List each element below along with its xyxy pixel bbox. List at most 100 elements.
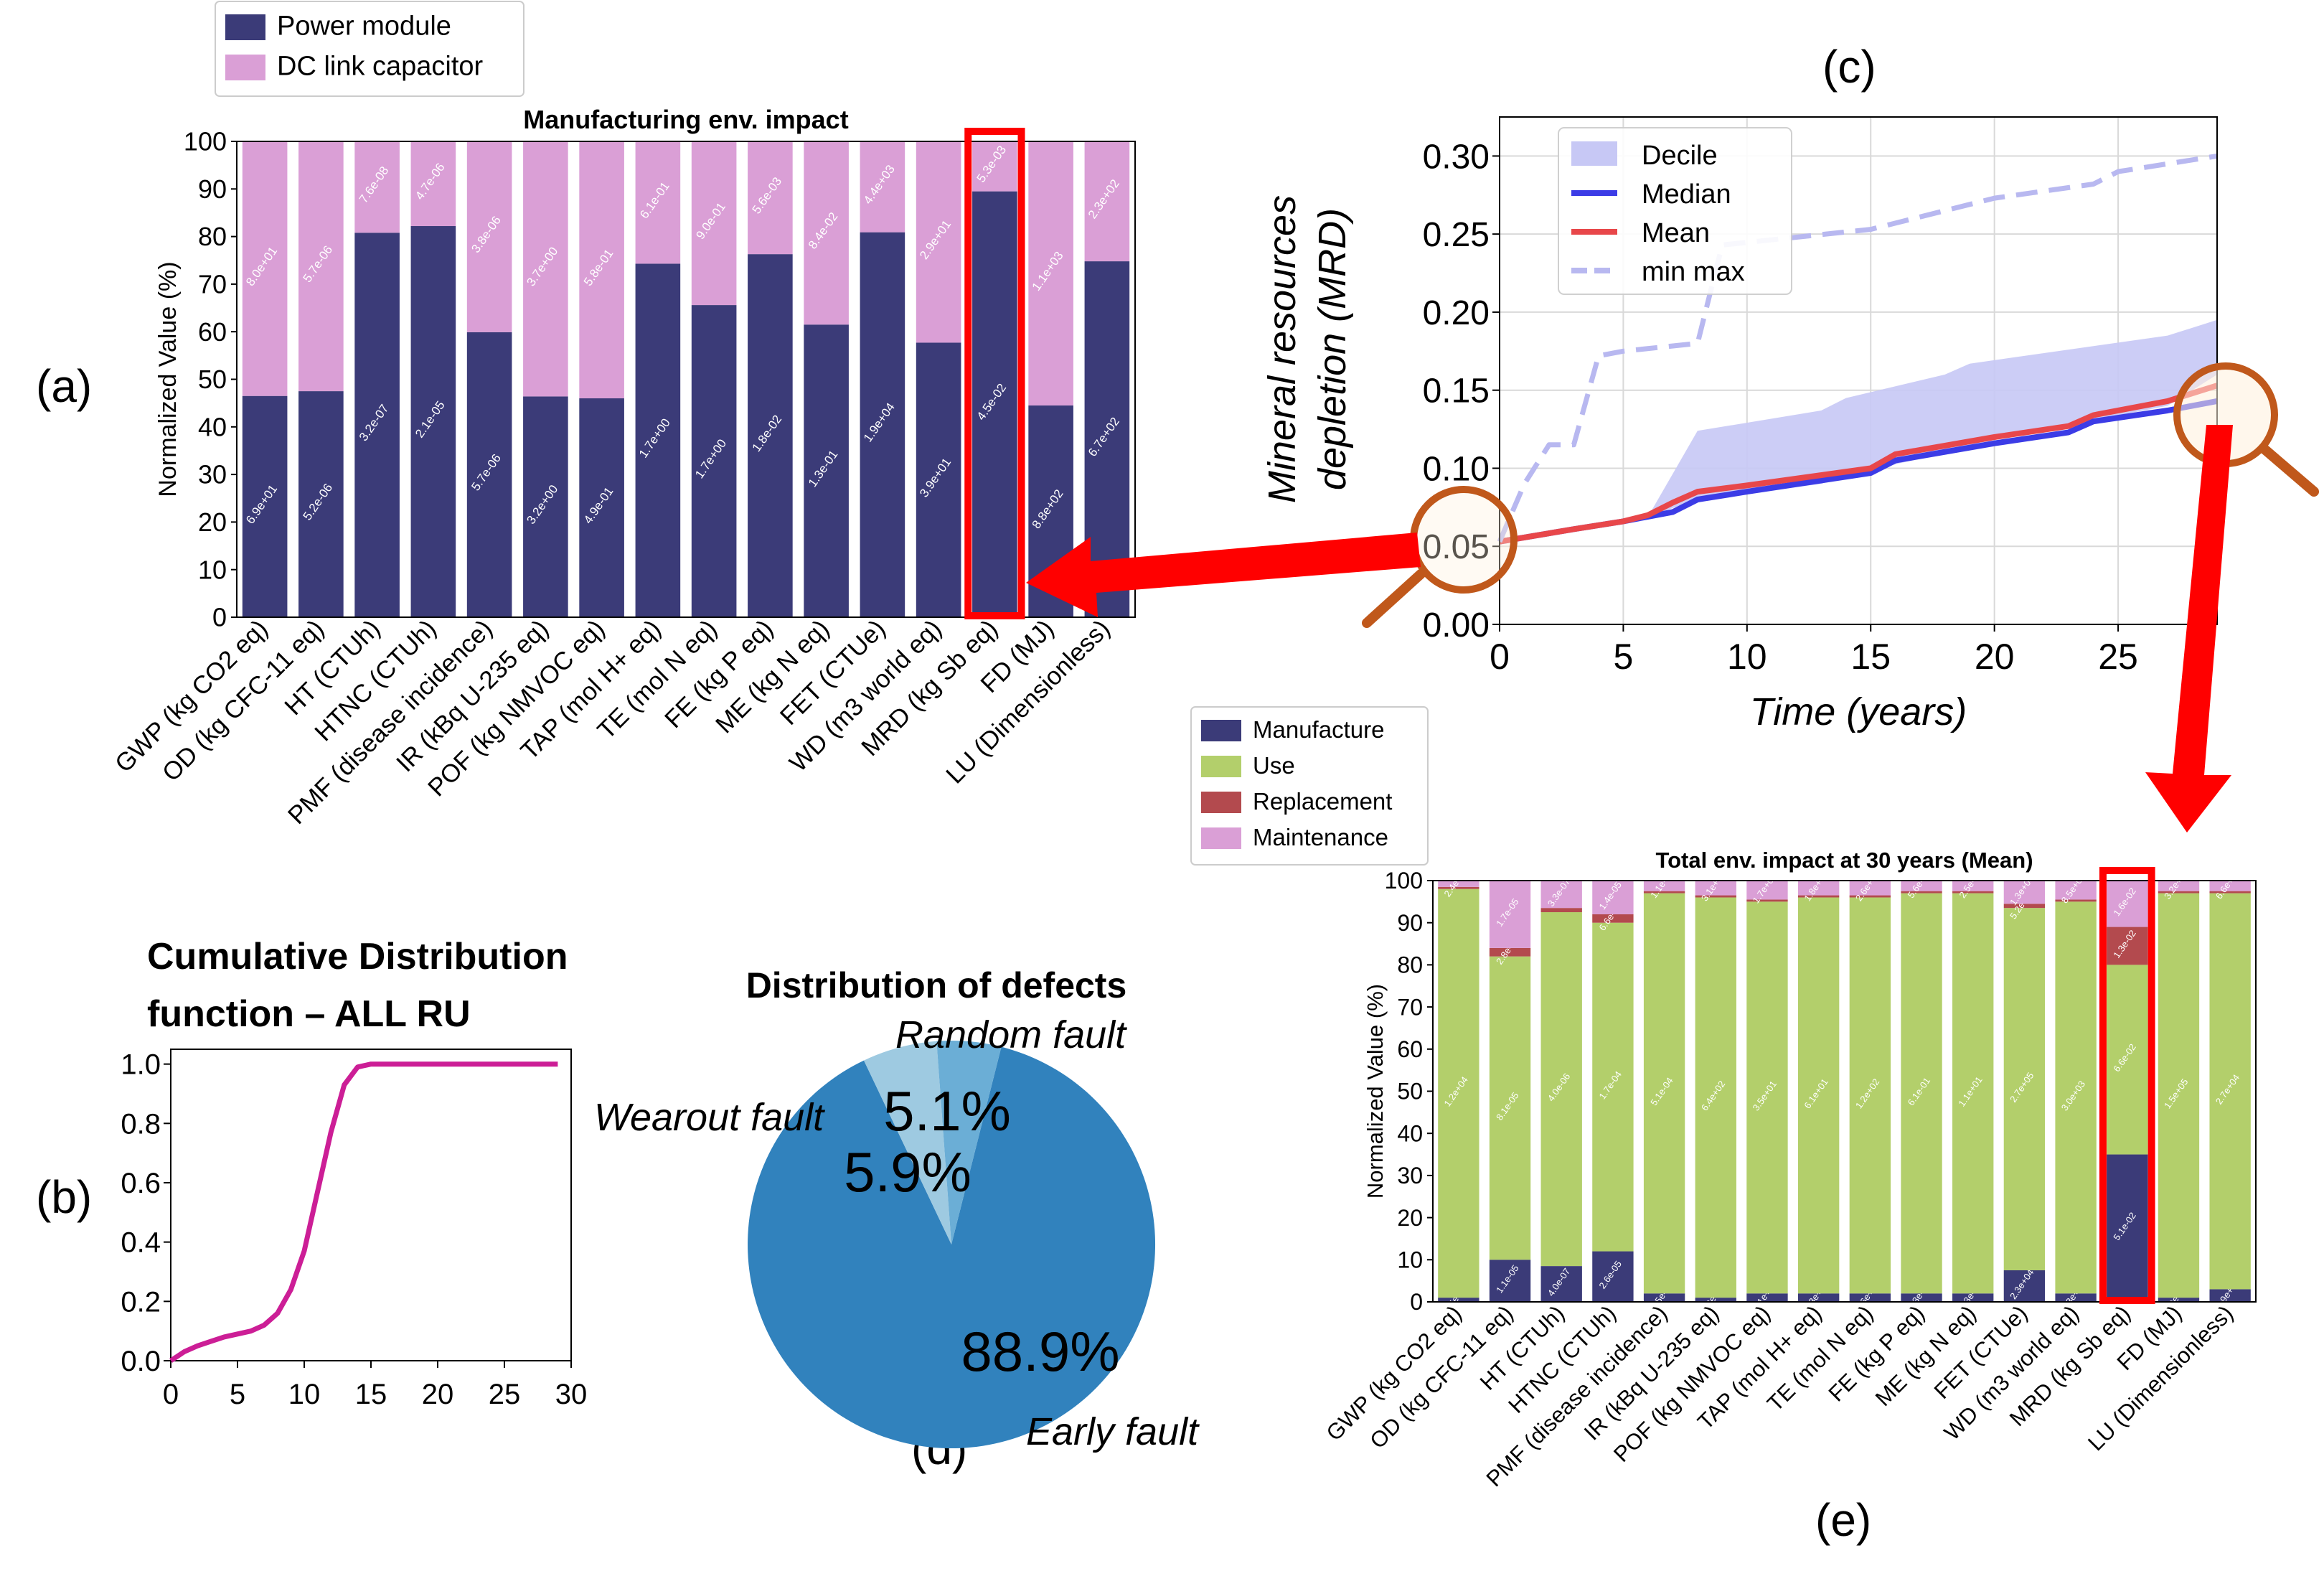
bar-replacement: [1901, 891, 1942, 894]
magnifier-icon: [1410, 486, 1518, 594]
legend-swatch: [1201, 827, 1241, 849]
bar-replacement: [2003, 904, 2046, 909]
bar-manufacture: [1797, 1293, 1840, 1302]
y-tick-label: 0.25: [1423, 216, 1490, 254]
panel-label-c: (c): [1822, 41, 1876, 93]
arrow-to-panel-a-icon: [1026, 533, 1421, 617]
bar-power_module: [579, 398, 624, 617]
bar-replacement: [1438, 886, 1479, 889]
bar-power_module: [1084, 261, 1130, 617]
bar-replacement: [1489, 947, 1531, 957]
y-axis-label-line-1: Mineral resources: [1261, 195, 1304, 503]
legend-entry: Power module: [277, 11, 451, 42]
x-axis-label: Time (years): [1750, 690, 1967, 733]
legend-box: [215, 1, 524, 97]
pie-slice-random-fault: [936, 1041, 1002, 1244]
bar-dc_link: [242, 141, 288, 396]
decile-band: [1500, 319, 2217, 542]
legend-swatch: [225, 14, 265, 40]
bar-maintenance: [1592, 881, 1634, 914]
y-tick-label: 70: [1397, 994, 1423, 1020]
legend-swatch: [225, 55, 265, 80]
bar-power_module: [466, 332, 512, 617]
y-tick-label: 40: [1397, 1120, 1423, 1146]
bar-use: [2003, 908, 2046, 1270]
bar-power_module: [354, 233, 400, 617]
y-axis-label: Normalized Value (%): [1363, 984, 1388, 1199]
chart-title: Manufacturing env. impact: [523, 105, 848, 134]
legend-swatch: [1201, 756, 1241, 777]
bar-dc_link: [466, 141, 512, 332]
bar-dc_link: [523, 141, 568, 397]
plot-background: [170, 1049, 572, 1361]
bar-dc_link: [579, 141, 624, 399]
series-line-mean: [1499, 383, 2219, 545]
y-tick-label: 90: [1397, 910, 1423, 936]
y-tick-label: 0.0: [121, 1346, 161, 1377]
x-tick-label: 15: [1850, 637, 1891, 677]
bar-manufacture: [1592, 1251, 1634, 1302]
bar-dc_link: [635, 141, 681, 264]
bar-manufacture: [1849, 1293, 1891, 1302]
bar-replacement: [1849, 895, 1891, 898]
bar-use: [2209, 893, 2251, 1290]
legend-entry: Use: [1253, 752, 1295, 779]
x-tick-label: 20: [1975, 637, 2015, 677]
bar-manufacture: [1643, 1293, 1685, 1302]
bar-use: [2055, 901, 2097, 1294]
bar-maintenance: [2055, 881, 2097, 900]
bar-use: [1438, 888, 1479, 1298]
bar-power_module: [635, 263, 681, 617]
bar-dc_link: [860, 141, 905, 233]
highlight-box: [2099, 867, 2155, 1304]
bar-manufacture: [2107, 1154, 2148, 1302]
legend-entry: DC link capacitor: [277, 52, 484, 82]
defects-pie-chart: Distribution of defects 88.9% 5.9%5.1% Earl…: [594, 965, 1200, 1453]
bar-maintenance: [2158, 881, 2200, 891]
bar-manufacture: [1540, 1266, 1582, 1302]
bar-replacement: [2107, 927, 2148, 965]
y-tick-label: 1.0: [121, 1049, 161, 1081]
legend-box: [1190, 706, 1429, 866]
y-tick-label: 0.2: [121, 1286, 161, 1318]
chart-title-line-1: Cumulative Distribution: [147, 936, 568, 977]
y-tick-label: 0.6: [121, 1168, 161, 1199]
bar-dc_link: [410, 141, 456, 227]
y-tick-label: 0.8: [121, 1108, 161, 1140]
y-tick-label: 0.4: [121, 1227, 161, 1259]
legend-entry: Mean: [1642, 218, 1710, 248]
bar-power_module: [804, 324, 849, 617]
x-tick-label: 10: [288, 1379, 321, 1410]
y-tick-label: 10: [198, 555, 227, 584]
legend: Decile Median Mean min max: [1558, 127, 1792, 295]
bar-manufacture: [2003, 1270, 2046, 1302]
y-tick-label: 30: [1397, 1163, 1423, 1188]
bar-manufacture: [1901, 1293, 1942, 1302]
bar-dc_link: [804, 141, 849, 325]
bar-manufacture: [2158, 1298, 2200, 1302]
legend-entry: Manufacture: [1253, 716, 1384, 743]
bar-replacement: [1797, 895, 1840, 898]
annotation-layer: [1026, 362, 2319, 833]
x-tick-label: 0: [163, 1379, 179, 1410]
y-tick-label: 0.30: [1423, 138, 1490, 176]
bar-replacement: [1695, 895, 1736, 898]
bar-power_module: [860, 232, 905, 617]
bar-use: [2107, 965, 2148, 1155]
chart-title: Distribution of defects: [746, 965, 1127, 1005]
x-tick-label: 10: [1727, 637, 1767, 677]
y-tick-label: 90: [198, 174, 227, 204]
bar-dc_link: [1028, 141, 1073, 405]
bar-maintenance: [1797, 881, 1840, 896]
bar-maintenance: [1746, 881, 1788, 900]
y-tick-label: 20: [1397, 1205, 1423, 1231]
y-axis-label: Normalized Value (%): [154, 261, 182, 497]
bar-power_module: [916, 342, 961, 617]
y-tick-label: 30: [198, 460, 227, 489]
bar-replacement: [1952, 891, 1994, 894]
pie-name-label: Wearout fault: [594, 1096, 825, 1139]
y-tick-label: 60: [1397, 1036, 1423, 1062]
bar-dc_link: [972, 141, 1017, 192]
bar-use: [1746, 901, 1788, 1294]
